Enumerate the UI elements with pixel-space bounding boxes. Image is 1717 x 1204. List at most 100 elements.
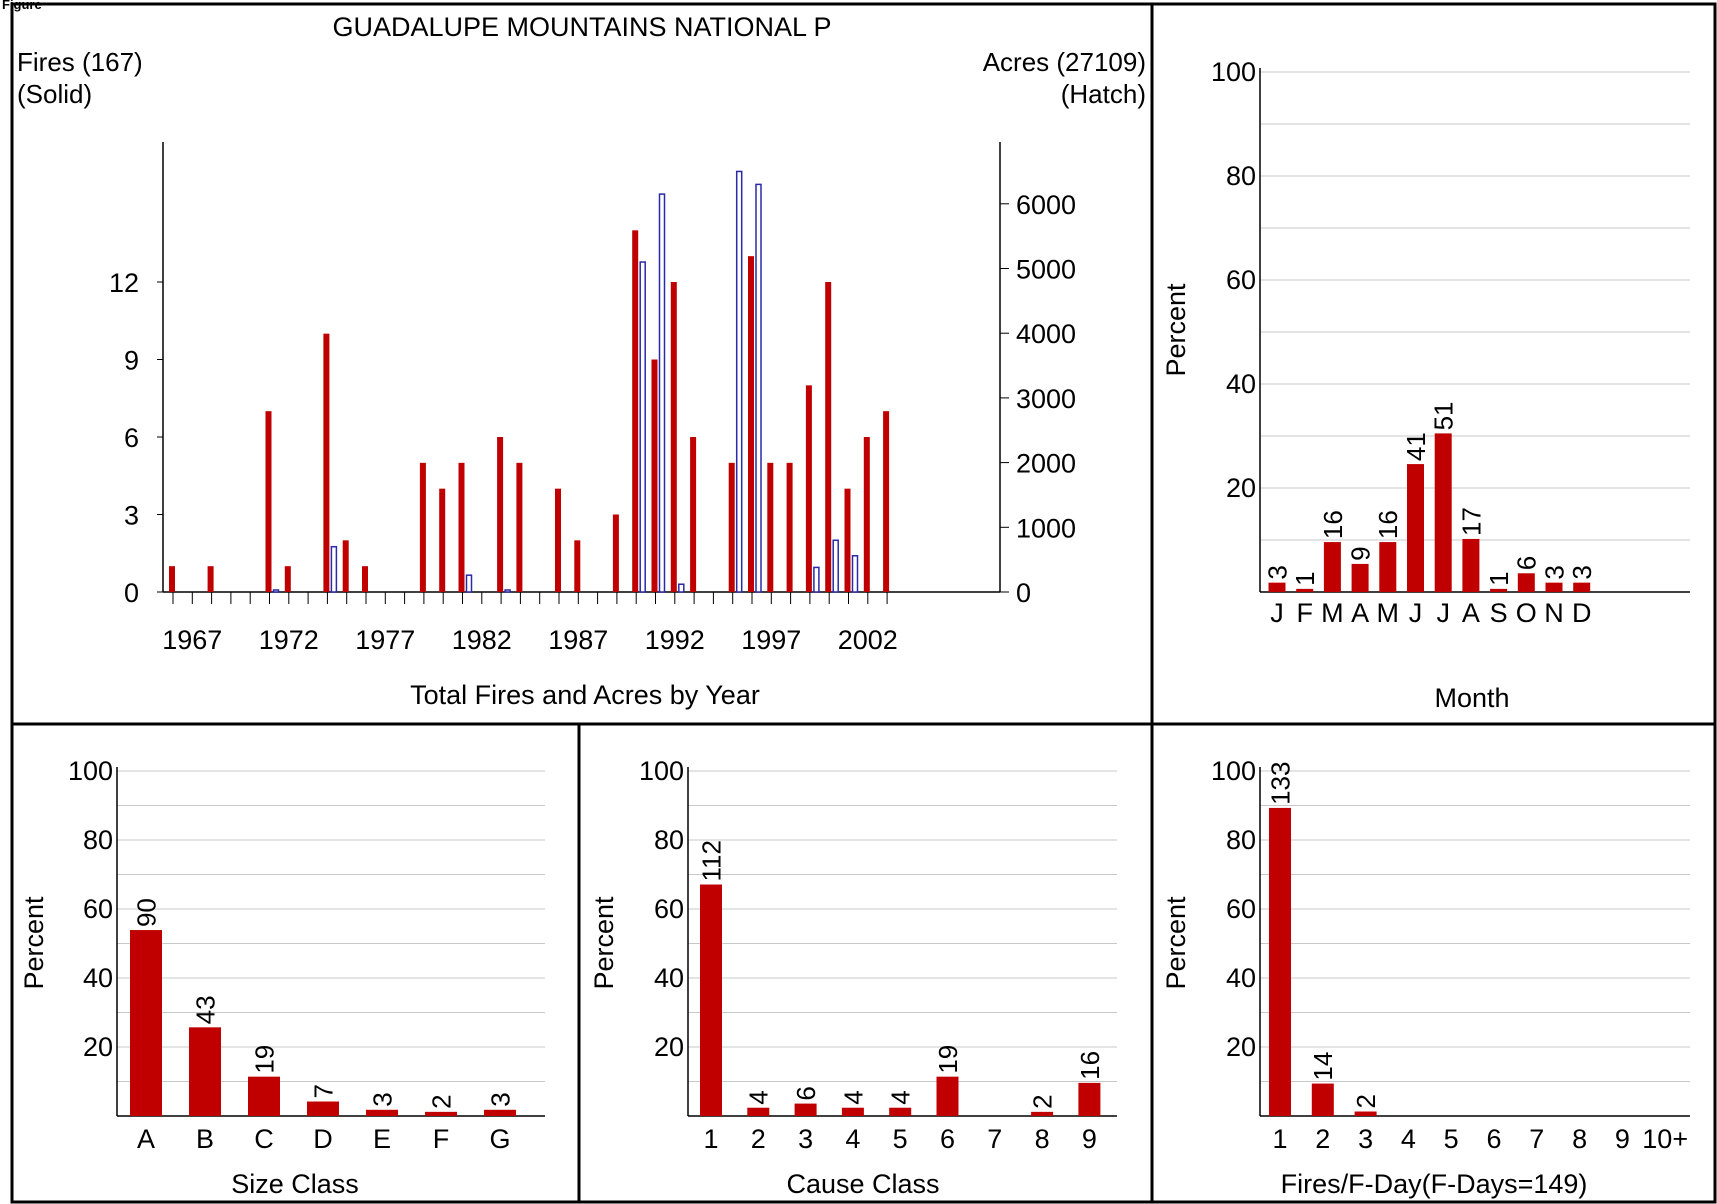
bar-count-label: 6 (1512, 556, 1542, 570)
category-label: 1 (1272, 1124, 1287, 1154)
yearly-plot-area: 0 3 6 9 12 0 1000 2000 3000 4000 5000 6000 1967 1972 1… (109, 142, 1076, 655)
fires-bar (439, 488, 446, 592)
y-tick-label: 60 (1226, 265, 1256, 295)
bar-count-label: 9 (1345, 546, 1375, 560)
fires-bar (863, 437, 870, 592)
percent-bar (366, 1109, 398, 1116)
acres-bar (330, 545, 338, 593)
acres-bar (851, 555, 859, 593)
category-label: 10+ (1642, 1124, 1688, 1154)
fires-bar (612, 514, 619, 592)
size-x-axis-label: Size Class (231, 1169, 359, 1199)
bar-count-label: 90 (131, 898, 161, 927)
fires-y-tick-label: 3 (124, 501, 139, 531)
month-y-axis-label: Percent (1161, 283, 1191, 377)
fires-bar (555, 488, 561, 592)
y-tick-label: 80 (83, 825, 113, 855)
category-label: B (196, 1124, 214, 1154)
fires-bar (767, 462, 774, 592)
fires-bar (265, 411, 272, 592)
bar-count-label: 3 (1567, 565, 1597, 579)
cause-plot-area: 20 40 60 80 100 112 1 4 2 6 3 4 4 4 5 19 6 7 2 8 16 9 (639, 756, 1117, 1154)
y-tick-label: 20 (83, 1032, 113, 1062)
y-tick-label: 60 (654, 894, 684, 924)
percent-bar (1031, 1111, 1054, 1116)
y-tick-label: 40 (1226, 963, 1256, 993)
y-tick-label: 80 (1226, 825, 1256, 855)
yearly-chart-title: GUADALUPE MOUNTAINS NATIONAL P (332, 12, 831, 42)
category-label: 4 (1401, 1124, 1416, 1154)
y-tick-label: 20 (1226, 1032, 1256, 1062)
fires-bar (169, 566, 175, 592)
y-tick-label: 20 (1226, 473, 1256, 503)
category-label: 6 (1486, 1124, 1501, 1154)
bar-count-label: 1 (1290, 571, 1320, 585)
bar-count-label: 19 (249, 1045, 279, 1074)
bar-count-label: 2 (426, 1094, 456, 1108)
bar-count-label: 3 (1539, 565, 1569, 579)
bar-count-label: 41 (1401, 432, 1431, 461)
percent-bar (1311, 1083, 1334, 1116)
fires-bar (362, 566, 368, 592)
percent-bar (425, 1111, 457, 1116)
category-label: 4 (845, 1124, 860, 1154)
bar-count-label: 16 (1318, 510, 1348, 539)
fires-axis-label: Fires (167) (17, 47, 143, 77)
fires-bar (651, 359, 658, 592)
fires-y-tick-label: 12 (109, 268, 139, 298)
panel-border-yearly (10, 2, 1154, 726)
fires-y-tick-label: 6 (124, 423, 139, 453)
figure-caption: Figure (2, 0, 42, 12)
fires-bar (690, 437, 697, 592)
acres-y-tick-label: 6000 (1016, 190, 1076, 220)
category-label: 9 (1615, 1124, 1630, 1154)
category-label: S (1490, 598, 1508, 628)
percent-bar (1490, 588, 1508, 592)
category-label: 2 (1315, 1124, 1330, 1154)
year-tick-label: 1997 (741, 625, 801, 655)
fires-bar (419, 462, 426, 592)
bar-count-label: 17 (1456, 507, 1486, 536)
category-label: 9 (1082, 1124, 1097, 1154)
bar-count-label: 112 (696, 840, 726, 881)
percent-bar (1268, 582, 1286, 592)
percent-bar (1407, 464, 1424, 592)
percent-bar (1545, 582, 1563, 592)
y-tick-label: 60 (1226, 894, 1256, 924)
category-label: J (1436, 598, 1450, 628)
category-label: A (1462, 598, 1480, 628)
percent-bar (700, 884, 722, 1116)
year-tick-label: 1972 (259, 625, 319, 655)
category-label: M (1321, 598, 1344, 628)
percent-bar (794, 1103, 817, 1116)
category-label: A (1351, 598, 1369, 628)
acres-bar (504, 589, 511, 593)
acres-bar (465, 574, 473, 593)
y-tick-label: 100 (1211, 756, 1256, 786)
category-label: 6 (940, 1124, 955, 1154)
acres-bar (272, 589, 280, 593)
bar-count-label: 3 (485, 1092, 515, 1106)
bar-count-label: 51 (1429, 401, 1459, 430)
category-label: F (1296, 598, 1313, 628)
fires-bar (342, 540, 349, 592)
percent-bar (1434, 433, 1452, 592)
category-label: J (1409, 598, 1423, 628)
category-label: G (489, 1124, 510, 1154)
fday-x-axis-label: Fires/F-Day(F-Days=149) (1281, 1169, 1588, 1199)
category-label: 3 (1358, 1124, 1373, 1154)
y-tick-label: 60 (83, 894, 113, 924)
bar-count-label: 133 (1265, 762, 1295, 805)
fires-bar (728, 462, 735, 592)
fires-bar (786, 462, 793, 592)
acres-bar (755, 183, 762, 593)
fires-bar (207, 566, 214, 592)
bar-count-label: 14 (1308, 1052, 1338, 1081)
category-label: F (433, 1124, 450, 1154)
category-label: A (137, 1124, 155, 1154)
percent-bar (841, 1107, 864, 1116)
percent-bar (1573, 582, 1591, 592)
